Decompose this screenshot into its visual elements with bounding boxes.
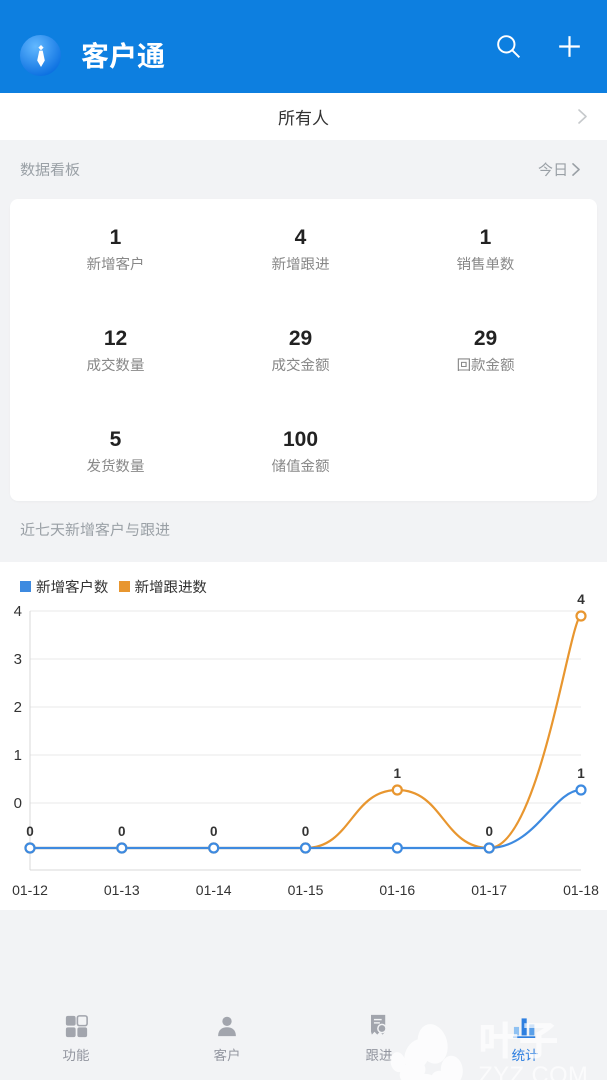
svg-text:1: 1 (577, 766, 585, 781)
svg-text:0: 0 (26, 824, 34, 839)
svg-text:0: 0 (302, 824, 310, 839)
svg-text:0: 0 (118, 824, 126, 839)
svg-text:01-16: 01-16 (379, 882, 415, 898)
svg-text:4: 4 (577, 592, 585, 607)
svg-text:1: 1 (394, 766, 402, 781)
svg-text:01-14: 01-14 (196, 882, 232, 898)
svg-text:ZYZ.COM: ZYZ.COM (478, 1063, 588, 1080)
svg-text:01-13: 01-13 (104, 882, 140, 898)
svg-text:01-15: 01-15 (288, 882, 324, 898)
svg-text:2: 2 (14, 699, 22, 716)
svg-text:0: 0 (14, 795, 22, 812)
svg-text:1: 1 (14, 747, 22, 764)
svg-text:01-18: 01-18 (563, 882, 599, 898)
svg-text:01-12: 01-12 (12, 882, 48, 898)
svg-text:3: 3 (14, 651, 22, 668)
svg-text:0: 0 (210, 824, 218, 839)
svg-text:01-17: 01-17 (471, 882, 507, 898)
svg-text:0: 0 (485, 824, 493, 839)
svg-text:4: 4 (14, 603, 22, 620)
